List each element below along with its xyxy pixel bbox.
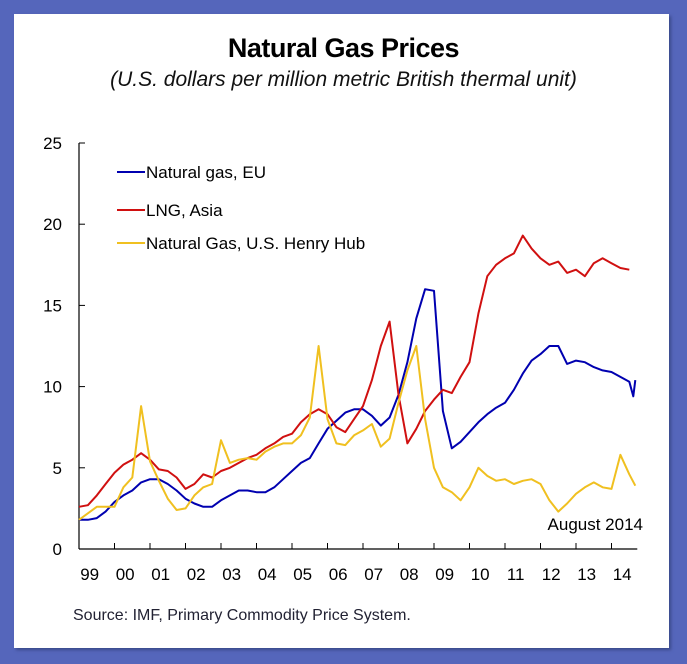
legend: Natural gas, EU LNG, Asia Natural Gas, U.S… [117,163,365,253]
x-tick-label: 09 [435,565,454,584]
legend-label: LNG, Asia [146,201,223,220]
annotation-label: August 2014 [548,515,643,534]
series-group [78,234,637,521]
source-note: Source: IMF, Primary Commodity Price Sys… [73,607,411,624]
x-tick-label: 03 [222,565,241,584]
x-tick-label: 05 [293,565,312,584]
series-line-0 [79,288,637,521]
chart-subtitle: (U.S. dollars per million metric British… [110,68,577,91]
legend-label: Natural gas, EU [146,163,266,182]
x-tick-label: 12 [542,565,561,584]
y-tick-label: 20 [43,215,62,234]
x-tick-label: 99 [80,565,99,584]
y-tick-label: 0 [53,540,62,559]
chart-panel [14,14,669,648]
x-tick-label: 00 [116,565,135,584]
x-tick-label: 10 [471,565,490,584]
x-tick-label: 11 [507,565,525,584]
x-tick-label: 02 [187,565,206,584]
y-tick-label: 15 [43,296,62,315]
x-tick-label: 06 [329,565,348,584]
y-tick-label: 10 [43,378,62,397]
y-tick-label: 5 [53,459,62,478]
x-tick-label: 14 [613,565,632,584]
x-tick-label: 04 [258,565,277,584]
x-tick-label: 13 [577,565,596,584]
y-tick-label: 25 [43,134,62,153]
x-tick-label: 07 [364,565,383,584]
series-line-2 [78,345,637,521]
legend-label: Natural Gas, U.S. Henry Hub [146,234,365,253]
series-line-1 [78,234,630,508]
x-tick-label: 08 [400,565,419,584]
x-tick-label: 01 [151,565,170,584]
chart-title: Natural Gas Prices [227,33,460,63]
